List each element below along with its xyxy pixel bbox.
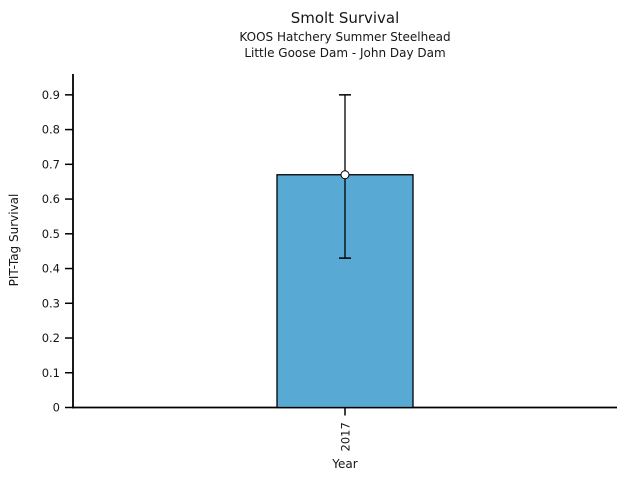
x-axis-label: Year	[332, 457, 358, 471]
point-estimate-marker	[340, 170, 350, 180]
y-tick-label: 0.7	[42, 157, 60, 171]
y-tick-label: 0.3	[42, 296, 60, 310]
y-tick-label: 0.2	[42, 331, 60, 345]
y-tick-label: 0	[53, 401, 60, 415]
y-tick-label: 0.1	[42, 366, 60, 380]
chart-subtitle-line2: Little Goose Dam - John Day Dam	[244, 46, 446, 60]
y-axis-label: PIT-Tag Survival	[7, 193, 21, 287]
x-tick-label: 2017	[339, 422, 353, 451]
y-tick-label: 0.4	[42, 262, 60, 276]
y-tick-label: 0.5	[42, 227, 60, 241]
chart-title: Smolt Survival	[290, 9, 400, 27]
y-tick-label: 0.6	[42, 192, 60, 206]
y-tick-label: 0.9	[42, 88, 60, 102]
y-tick-label: 0.8	[42, 123, 60, 137]
chart-subtitle-line1: KOOS Hatchery Summer Steelhead	[239, 30, 451, 44]
